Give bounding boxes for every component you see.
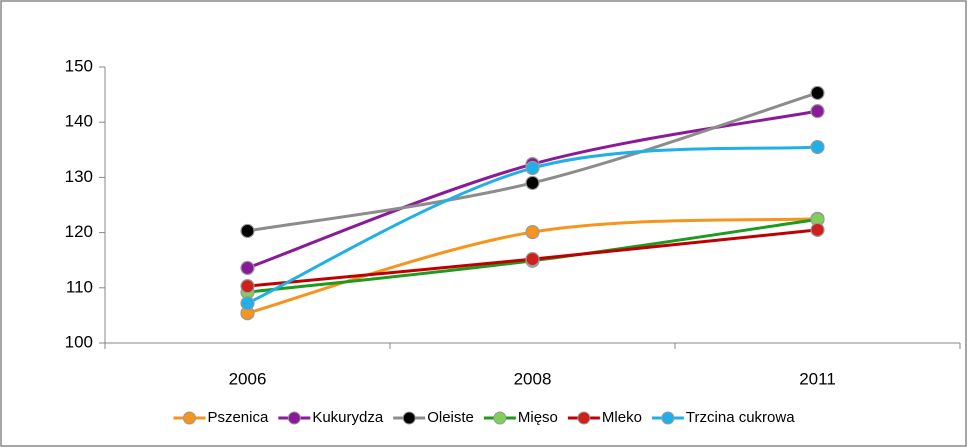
data-point (240, 296, 255, 311)
legend-label: Mleko (602, 409, 642, 426)
legend-label: Oleiste (427, 409, 474, 426)
y-tick-label: 100 (65, 332, 93, 351)
data-point (240, 260, 255, 276)
data-point (240, 279, 255, 294)
y-tick-label: 110 (66, 277, 93, 296)
data-point (810, 139, 825, 155)
x-tick-label: 2006 (229, 369, 267, 388)
legend-label: Trzcina cukrowa (686, 409, 795, 426)
legend-marker (493, 411, 507, 425)
legend-marker (287, 411, 301, 425)
y-tick-label: 150 (65, 56, 93, 75)
data-point (240, 223, 255, 239)
data-point (525, 160, 540, 176)
x-tick-label: 2008 (514, 369, 552, 388)
legend-marker (182, 411, 196, 425)
y-tick-label: 130 (65, 167, 93, 186)
legend-marker (577, 411, 591, 425)
data-point (810, 104, 825, 119)
data-point (810, 85, 825, 101)
data-point (525, 251, 540, 267)
data-point (525, 175, 540, 191)
legend: Pszenica Kukurydza Oleiste Mięso Mleko Trzcin… (173, 409, 795, 426)
y-tick-label: 140 (65, 112, 93, 131)
y-tick-label: 120 (65, 222, 93, 241)
legend-label: Mięso (518, 409, 558, 426)
legend-label: Kukurydza (312, 409, 384, 426)
data-point (525, 224, 540, 240)
data-point (810, 222, 825, 237)
x-tick-label: 2011 (799, 369, 836, 388)
legend-marker (402, 411, 416, 425)
legend-marker (661, 411, 675, 425)
legend-label: Pszenica (207, 409, 269, 426)
